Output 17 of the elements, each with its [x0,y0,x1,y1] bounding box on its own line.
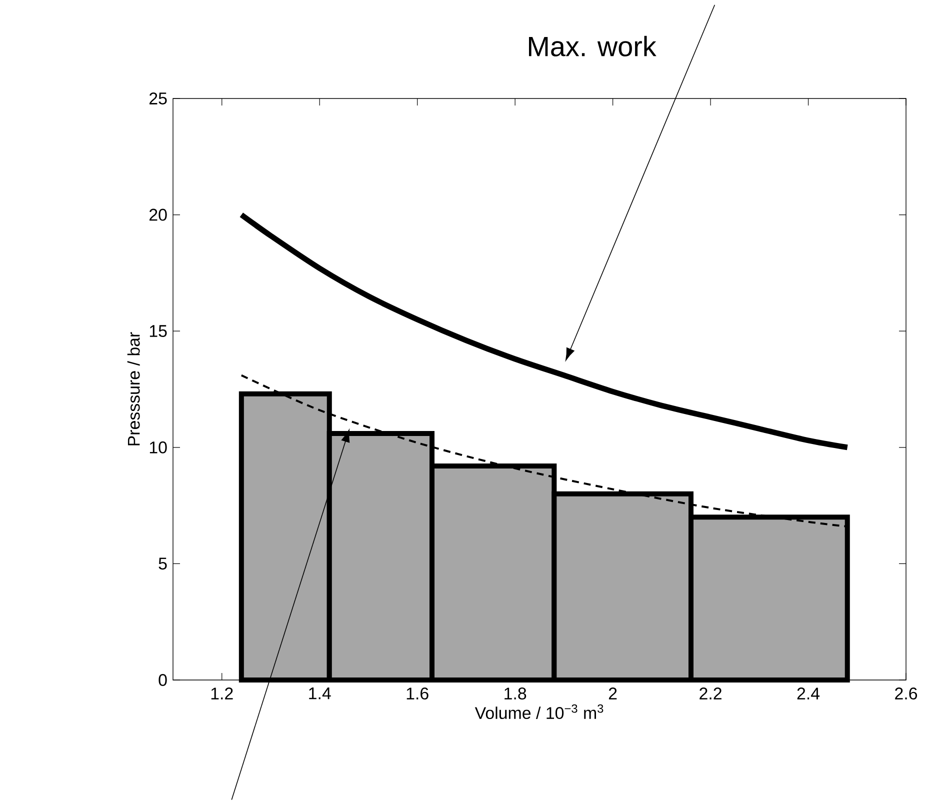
x-axis-title: Volume / 10$^{−3}$ m$^{3}$ [474,704,604,720]
y-tick-label: 0 [158,674,167,686]
y-tick-label: 5 [158,558,167,570]
x-tick-label: 1.6 [406,688,428,700]
x-tick-label: 2.2 [700,688,722,700]
y-tick-label: 20 [150,208,167,221]
x-tick-label: 1.2 [211,688,233,700]
y-tick-label: 25 [150,92,167,104]
x-tick-label: 1.8 [504,688,526,700]
x-tick-label: 2.6 [895,688,918,700]
x-tick-label: 2.4 [797,688,820,700]
y-tick-label: 15 [150,325,167,338]
y-tick-label: 10 [150,441,167,454]
y-axis-title: Presssure / bar [127,332,140,446]
x-tick-label: 1.4 [309,688,331,700]
x-tick-label: 2 [608,688,617,700]
text: Max. work [528,36,656,56]
